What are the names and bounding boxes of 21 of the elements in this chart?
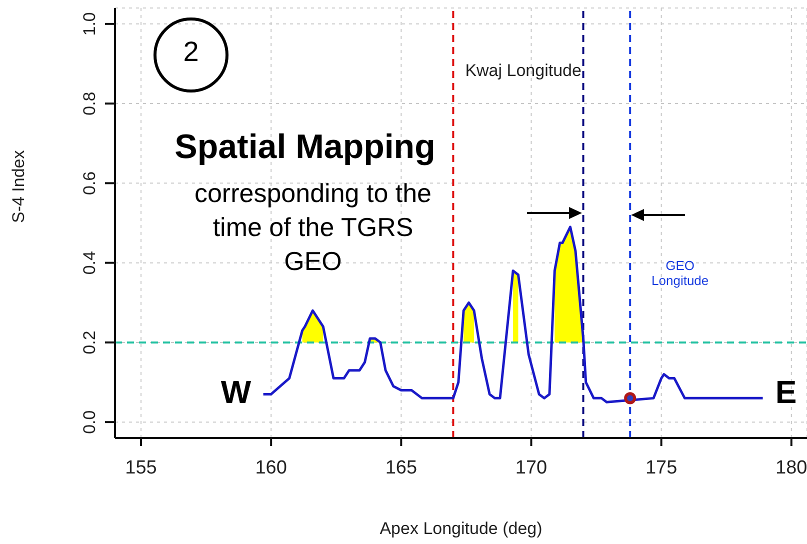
y-tick-label: 0.0 [80, 410, 99, 434]
x-tick-label: 160 [255, 457, 287, 478]
annotation: 2 [182, 35, 200, 69]
annotation: Spatial Mapping [174, 127, 436, 168]
x-axis-title: Apex Longitude (deg) [380, 519, 542, 538]
y-tick-label: 1.0 [80, 12, 99, 36]
x-tick-label: 165 [385, 457, 418, 478]
y-tick-label: 0.8 [80, 92, 99, 116]
ref-line-label: GEO Longitude [652, 258, 709, 288]
annotation: E [774, 373, 798, 412]
y-tick-label: 0.6 [80, 171, 99, 196]
x-tick-label: 180 [776, 457, 807, 478]
annotation: W [220, 373, 252, 412]
x-tick-label: 175 [645, 457, 678, 478]
x-tick-label: 155 [125, 457, 157, 478]
annotation: corresponding to the time of the TGRS GEO [193, 177, 433, 278]
x-tick-label: 170 [515, 457, 548, 478]
y-tick-label: 0.4 [80, 250, 99, 275]
ref-line-label: Kwaj Longitude [465, 61, 582, 80]
y-axis-title: S-4 Index [9, 150, 28, 223]
y-tick-label: 0.2 [80, 330, 99, 354]
